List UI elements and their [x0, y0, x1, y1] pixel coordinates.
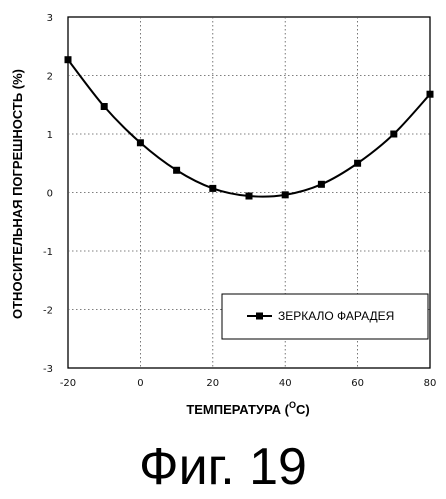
data-point — [246, 193, 253, 200]
data-point — [65, 56, 72, 63]
legend: ЗЕРКАЛО ФАРАДЕЯ — [222, 294, 428, 339]
y-tick-label: 3 — [47, 13, 53, 24]
data-point — [390, 131, 397, 138]
data-point — [318, 181, 325, 188]
legend-label: ЗЕРКАЛО ФАРАДЕЯ — [278, 309, 394, 323]
figure-caption: Фиг. 19 — [139, 438, 307, 496]
series-line — [68, 60, 430, 197]
y-tick-label: -2 — [43, 306, 53, 317]
data-point — [137, 139, 144, 146]
y-tick-label: -1 — [43, 247, 53, 258]
data-point — [209, 185, 216, 192]
y-axis-label: ОТНОСИТЕЛЬНАЯ ПОГРЕШНОСТЬ (%) — [10, 69, 25, 319]
y-tick-label: 2 — [47, 72, 53, 83]
x-tick-label: 0 — [137, 378, 143, 389]
legend-marker — [256, 313, 263, 320]
x-axis-label: ТЕМПЕРАТУРА (OC) — [186, 400, 309, 417]
data-point — [173, 167, 180, 174]
y-tick-label: 1 — [47, 130, 53, 141]
data-point — [354, 160, 361, 167]
plot-area: -20 0 20 40 60 80 -3 -2 -1 0 1 2 3 ЗЕРКАЛО ФАРАДЕЯ — [43, 13, 436, 389]
x-tick-label: 60 — [351, 378, 364, 389]
x-tick-label: 40 — [279, 378, 292, 389]
x-tick-label: 80 — [424, 378, 437, 389]
x-tick-label: 20 — [206, 378, 219, 389]
x-tick-label: -20 — [60, 378, 76, 389]
data-point — [282, 191, 289, 198]
x-axis-label-main: ТЕМПЕРАТУРА ( — [186, 402, 289, 417]
x-axis-label-degree: O — [289, 400, 296, 410]
x-axis-label-unit: C) — [296, 402, 310, 417]
y-tick-label: -3 — [43, 364, 53, 375]
data-point — [101, 103, 108, 110]
y-tick-label: 0 — [47, 189, 53, 200]
data-point — [427, 91, 434, 98]
series-markers — [65, 56, 434, 199]
